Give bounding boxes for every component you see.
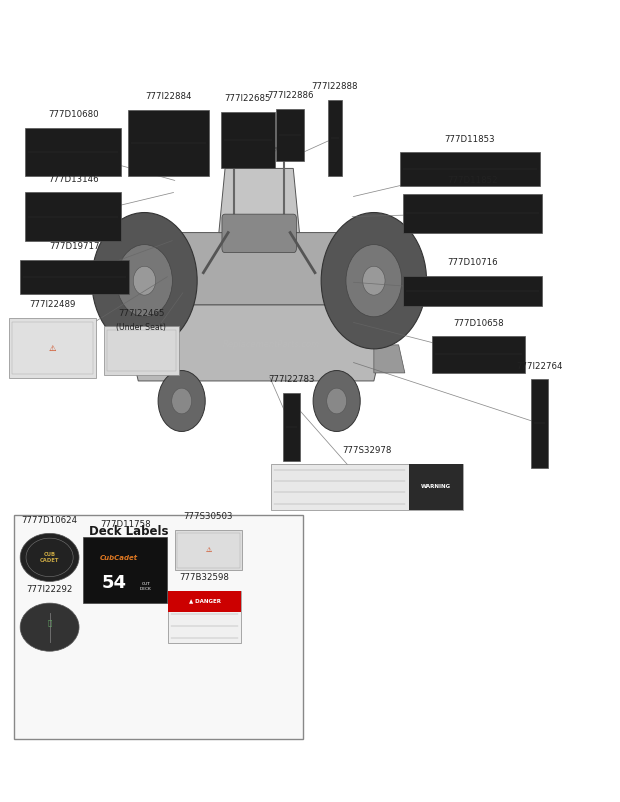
Bar xyxy=(12,322,93,374)
Circle shape xyxy=(92,213,197,349)
Polygon shape xyxy=(163,233,358,305)
Bar xyxy=(9,318,96,379)
Circle shape xyxy=(117,245,172,317)
Bar xyxy=(128,110,209,176)
Bar xyxy=(83,537,167,603)
Circle shape xyxy=(327,388,347,414)
Text: 777I22685: 777I22685 xyxy=(224,95,272,103)
Text: (Under Seat): (Under Seat) xyxy=(117,323,166,332)
Bar xyxy=(276,109,304,161)
Text: ⚠: ⚠ xyxy=(205,547,211,553)
Circle shape xyxy=(172,388,192,414)
Bar xyxy=(271,464,463,510)
Bar xyxy=(432,336,525,372)
Bar xyxy=(409,464,463,510)
Text: CUT
DECK: CUT DECK xyxy=(140,582,151,590)
Circle shape xyxy=(158,371,205,431)
Polygon shape xyxy=(129,305,383,381)
Text: 777I22884: 777I22884 xyxy=(145,92,192,101)
Circle shape xyxy=(313,371,360,431)
Bar xyxy=(403,194,542,233)
Bar xyxy=(104,326,179,375)
Bar xyxy=(283,392,300,460)
Bar xyxy=(14,515,303,739)
Text: 777I22888: 777I22888 xyxy=(312,82,358,91)
Text: 777D11758: 777D11758 xyxy=(100,520,151,529)
Circle shape xyxy=(346,245,402,317)
Text: 777D10716: 777D10716 xyxy=(447,258,498,267)
Text: 🌿: 🌿 xyxy=(48,620,51,626)
Text: ▲ DANGER: ▲ DANGER xyxy=(188,598,221,604)
Text: CUB
CADET: CUB CADET xyxy=(40,552,60,563)
Bar xyxy=(175,530,242,570)
Bar xyxy=(25,128,122,176)
Bar xyxy=(168,590,241,611)
Bar xyxy=(221,112,275,168)
Text: 54: 54 xyxy=(102,574,126,592)
Bar xyxy=(25,192,122,241)
Bar xyxy=(168,590,241,643)
Text: 7777D10624: 7777D10624 xyxy=(22,516,78,525)
Text: 777I22764: 777I22764 xyxy=(516,362,563,371)
Text: 777I22465: 777I22465 xyxy=(118,309,165,318)
Text: 777D10658: 777D10658 xyxy=(453,318,504,327)
Text: WARNING: WARNING xyxy=(421,484,451,489)
Text: 777I22489: 777I22489 xyxy=(30,300,76,310)
Bar xyxy=(107,330,176,371)
Text: ⚠: ⚠ xyxy=(49,343,56,353)
Text: 777I22292: 777I22292 xyxy=(27,585,73,594)
Ellipse shape xyxy=(20,533,79,581)
Polygon shape xyxy=(219,168,299,233)
Bar xyxy=(328,100,342,176)
Text: 777S30503: 777S30503 xyxy=(184,512,233,521)
Bar xyxy=(401,152,539,186)
Circle shape xyxy=(321,213,427,349)
Circle shape xyxy=(133,266,156,295)
Text: 777I22783: 777I22783 xyxy=(268,375,314,383)
Text: ReplacementParts.com: ReplacementParts.com xyxy=(223,340,320,350)
Text: 777B32598: 777B32598 xyxy=(180,573,229,582)
Bar xyxy=(403,276,542,306)
Text: CubCadet: CubCadet xyxy=(100,555,138,561)
Text: 777D13146: 777D13146 xyxy=(48,175,99,184)
Polygon shape xyxy=(374,345,405,373)
Text: 777D19717: 777D19717 xyxy=(49,242,100,251)
Ellipse shape xyxy=(20,603,79,651)
Bar xyxy=(20,260,129,294)
Circle shape xyxy=(363,266,385,295)
Text: 777D11852: 777D11852 xyxy=(447,176,498,185)
Text: 777D11853: 777D11853 xyxy=(445,135,495,144)
Text: 777S32978: 777S32978 xyxy=(342,446,392,455)
Text: 777I22886: 777I22886 xyxy=(267,91,314,99)
Text: 777D10680: 777D10680 xyxy=(48,111,99,119)
Text: Deck Labels: Deck Labels xyxy=(89,525,169,537)
Bar xyxy=(177,533,240,568)
Bar xyxy=(531,379,548,468)
FancyBboxPatch shape xyxy=(222,214,296,253)
